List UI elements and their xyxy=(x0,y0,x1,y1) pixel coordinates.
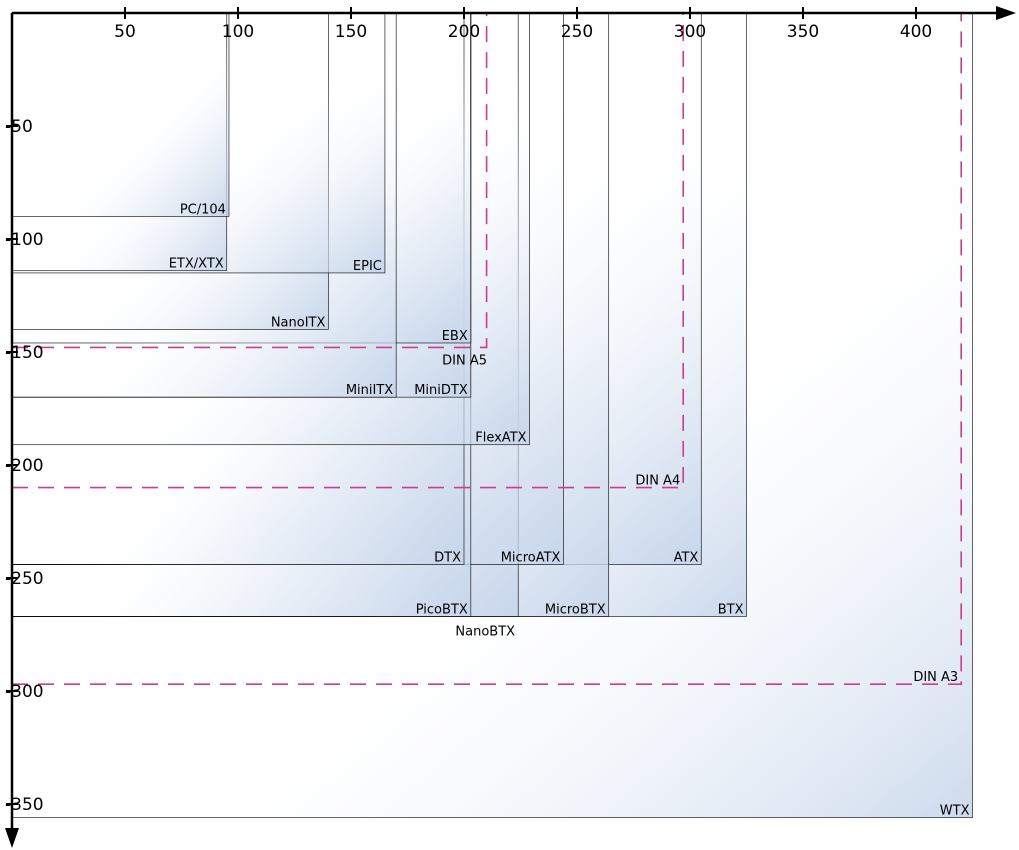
label-din-a3: DIN A3 xyxy=(913,670,958,685)
label-picobtx: PicoBTX xyxy=(416,602,468,617)
labels: WTX BTX ATX MicroBTX MicroATX NanoBTX FlexATX P… xyxy=(5,22,970,819)
y-tick-label-250: -250 xyxy=(5,569,44,589)
axes xyxy=(5,6,1016,848)
label-btx: BTX xyxy=(718,602,744,617)
y-axis-arrowhead xyxy=(5,828,19,848)
label-nanobtx: NanoBTX xyxy=(455,624,515,639)
label-flexatx: FlexATX xyxy=(475,431,526,446)
label-microbtx: MicroBTX xyxy=(545,602,606,617)
din-outline-din-a5 xyxy=(12,13,488,349)
x-tick-label-100: 100 xyxy=(222,22,254,42)
label-nanoitx: NanoITX xyxy=(271,315,326,330)
label-dtx: DTX xyxy=(434,550,461,565)
y-tick-label-100: -100 xyxy=(5,230,44,250)
label-etx-xtx: ETX/XTX xyxy=(169,257,224,272)
label-minidtx: MiniDTX xyxy=(414,383,468,398)
x-tick-label-50: 50 xyxy=(114,22,136,42)
x-tick-label-400: 400 xyxy=(900,22,932,42)
din-outline-din-a3 xyxy=(12,13,962,686)
x-tick-label-200: 200 xyxy=(448,22,480,42)
y-tick-label-200: -200 xyxy=(5,456,44,476)
label-pc-104: PC/104 xyxy=(180,202,226,217)
x-tick-label-300: 300 xyxy=(674,22,706,42)
y-tick-label-50: -50 xyxy=(5,117,33,137)
y-tick-label-300: -300 xyxy=(5,682,44,702)
board-pc-104 xyxy=(11,12,230,217)
label-atx: ATX xyxy=(674,550,699,565)
y-tick-label-150: -150 xyxy=(5,343,44,363)
label-din-a4: DIN A4 xyxy=(635,474,680,489)
label-miniitx: MiniITX xyxy=(346,383,393,398)
x-tick-label-150: 150 xyxy=(335,22,367,42)
label-epic: EPIC xyxy=(353,259,382,274)
label-ebx: EBX xyxy=(442,329,468,344)
din-paper-outlines xyxy=(12,13,962,686)
din-outline-din-a4 xyxy=(12,13,685,489)
label-din-a5: DIN A5 xyxy=(442,353,487,368)
boards-layer xyxy=(11,12,973,818)
x-axis-arrowhead xyxy=(996,6,1016,20)
y-tick-label-350: -350 xyxy=(5,795,44,815)
x-tick-label-250: 250 xyxy=(561,22,593,42)
label-microatx: MicroATX xyxy=(501,550,561,565)
x-tick-label-350: 350 xyxy=(787,22,819,42)
label-wtx: WTX xyxy=(940,804,970,819)
